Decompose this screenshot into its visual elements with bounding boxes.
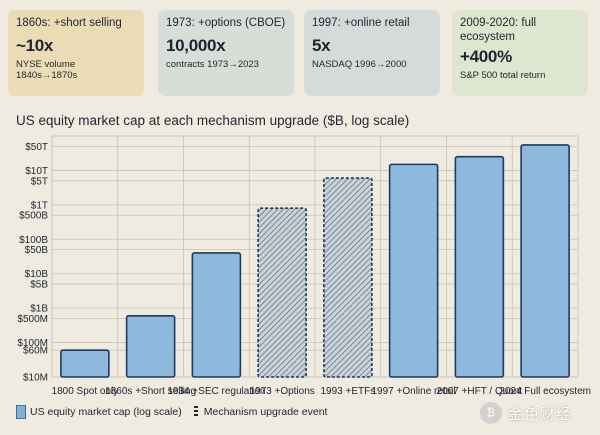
x-tick-label: 1800 Spot only xyxy=(52,386,119,397)
y-tick-label: $100M xyxy=(17,338,48,349)
y-tick-label: $100B xyxy=(19,235,48,246)
coin-logo-icon: ₿ xyxy=(480,402,502,424)
watermark-text: 金色财经 xyxy=(508,405,573,423)
y-tick-label: $5B xyxy=(30,280,48,291)
x-tick-label: 1993 +ETFs xyxy=(320,386,375,397)
card-note: S&P 500 total return xyxy=(460,70,546,81)
y-tick-label: $10B xyxy=(25,269,49,280)
event-bar xyxy=(323,177,373,378)
y-tick-label: $10M xyxy=(23,373,48,384)
legend-series-label: US equity market cap (log scale) xyxy=(30,406,182,418)
card-event-label: 1973: +options (CBOE) xyxy=(166,17,286,29)
summary-cards: 1860s: +short selling ~10x NYSE volume 1… xyxy=(8,10,592,96)
card-metric: 10,000x xyxy=(166,36,226,55)
y-tick-label: $1B xyxy=(30,304,48,315)
market-cap-bar xyxy=(388,163,439,378)
watermark: ₿ 金色财经 xyxy=(480,402,572,424)
card-short-selling: 1860s: +short selling ~10x NYSE volume 1… xyxy=(8,10,144,96)
y-tick-label: $60M xyxy=(23,346,48,357)
card-online-retail: 1997: +online retail 5x NASDAQ 1996→2000 xyxy=(304,10,440,96)
y-tick-label: $1T xyxy=(31,200,48,211)
card-metric: +400% xyxy=(460,47,512,66)
market-cap-bar xyxy=(60,349,110,378)
card-event-label: 1860s: +short selling xyxy=(16,17,122,29)
y-tick-label: $50T xyxy=(25,142,48,153)
legend-series-swatch xyxy=(16,405,26,419)
card-event-label: 1997: +online retail xyxy=(312,17,410,29)
card-note: NASDAQ 1996→2000 xyxy=(312,59,407,70)
y-tick-label: $500M xyxy=(17,314,48,325)
card-metric: 5x xyxy=(312,36,331,55)
market-cap-bar xyxy=(191,252,242,378)
card-note: contracts 1973→2023 xyxy=(166,59,259,70)
chart-legend: US equity market cap (log scale) Mechani… xyxy=(16,405,327,419)
x-tick-label: 1934 +SEC regulation xyxy=(167,386,265,397)
x-tick-label: 2007 +HFT / Quant xyxy=(437,386,523,397)
card-metric: ~10x xyxy=(16,36,54,55)
legend-event-label: Mechanism upgrade event xyxy=(203,406,328,418)
card-event-label: 2009-2020: full ecosystem xyxy=(460,17,537,43)
y-tick-label: $50B xyxy=(25,245,49,256)
x-tick-label: 1973 +Options xyxy=(249,386,314,397)
market-cap-bar xyxy=(520,144,570,378)
legend-event-swatch xyxy=(193,406,198,418)
x-tick-label: 1997 +Online retail xyxy=(372,386,456,397)
y-tick-label: $5T xyxy=(31,176,48,187)
card-full-ecosystem: 2009-2020: full ecosystem +400% S&P 500 … xyxy=(452,10,588,96)
chart-title: US equity market cap at each mechanism u… xyxy=(16,113,410,128)
card-options: 1973: +options (CBOE) 10,000x contracts … xyxy=(158,10,294,96)
card-note: NYSE volume 1840s→1870s xyxy=(16,59,78,81)
market-cap-bar xyxy=(454,155,505,378)
y-tick-label: $10T xyxy=(25,166,48,177)
event-bar xyxy=(257,207,307,378)
x-tick-label: 2024 Full ecosystem xyxy=(499,386,591,397)
market-cap-bar xyxy=(125,314,176,378)
x-tick-label: 1860s +Short selling xyxy=(105,386,196,397)
y-tick-label: $500B xyxy=(19,211,48,222)
